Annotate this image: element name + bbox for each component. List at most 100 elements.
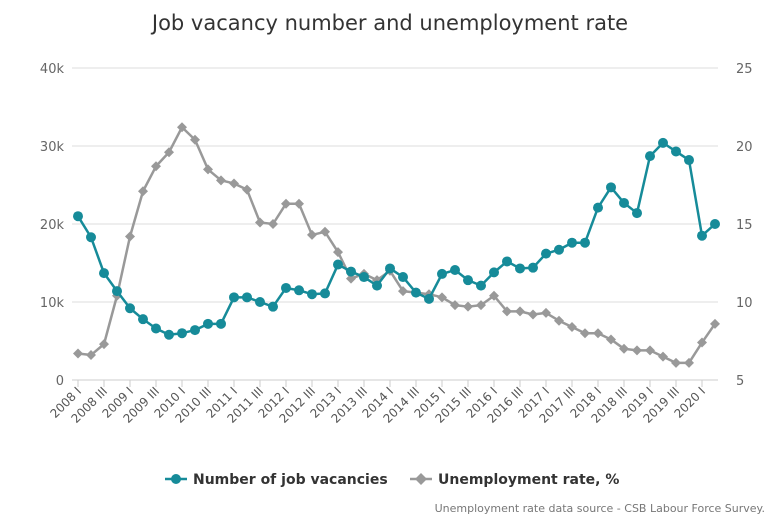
- credit-text: Unemployment rate data source - CSB Labo…: [435, 502, 765, 515]
- legend-item-unemployment[interactable]: Unemployment rate, %: [410, 472, 619, 488]
- right-tick-label: 5: [736, 374, 744, 389]
- data-point-unemployment: [398, 286, 408, 297]
- data-point-unemployment: [203, 164, 213, 175]
- data-point-unemployment: [541, 307, 551, 318]
- data-point-vacancies: [125, 303, 135, 314]
- data-point-unemployment: [567, 321, 577, 332]
- data-point-vacancies: [177, 328, 187, 339]
- data-point-unemployment: [177, 122, 187, 133]
- legend-label-unemployment: Unemployment rate, %: [438, 472, 619, 488]
- data-point-vacancies: [151, 323, 161, 334]
- data-point-vacancies: [437, 268, 447, 279]
- data-point-vacancies: [203, 318, 213, 329]
- data-point-vacancies: [476, 280, 486, 291]
- right-y-axis: 5 10 15 20 25: [736, 62, 753, 389]
- data-point-unemployment: [606, 334, 616, 345]
- data-point-unemployment: [99, 339, 109, 350]
- series-layer: [73, 122, 720, 368]
- legend: Number of job vacancies Unemployment rat…: [165, 472, 619, 488]
- data-point-unemployment: [190, 134, 200, 145]
- data-point-vacancies: [489, 267, 499, 278]
- data-point-unemployment: [645, 345, 655, 356]
- data-point-vacancies: [424, 293, 434, 304]
- data-point-unemployment: [515, 306, 525, 317]
- data-point-unemployment: [450, 300, 460, 311]
- data-point-unemployment: [216, 175, 226, 186]
- data-point-unemployment: [138, 186, 148, 197]
- data-point-vacancies: [645, 151, 655, 162]
- left-tick-label: 0: [56, 374, 64, 389]
- data-point-vacancies: [242, 292, 252, 303]
- data-point-unemployment: [242, 184, 252, 195]
- left-tick-label: 20k: [40, 218, 65, 233]
- data-point-unemployment: [281, 198, 291, 209]
- data-point-vacancies: [567, 237, 577, 248]
- data-point-unemployment: [697, 337, 707, 348]
- data-point-unemployment: [502, 306, 512, 317]
- data-point-vacancies: [346, 266, 356, 277]
- data-point-vacancies: [73, 211, 83, 222]
- series-line-unemployment: [77, 126, 717, 365]
- data-point-unemployment: [437, 292, 447, 303]
- data-point-vacancies: [632, 208, 642, 219]
- data-point-unemployment: [619, 343, 629, 354]
- data-point-unemployment: [671, 357, 681, 368]
- data-point-unemployment: [333, 247, 343, 258]
- data-point-vacancies: [333, 259, 343, 270]
- data-point-vacancies: [528, 262, 538, 273]
- data-point-unemployment: [164, 147, 174, 158]
- data-point-vacancies: [307, 289, 317, 300]
- legend-label-vacancies: Number of job vacancies: [193, 472, 388, 488]
- data-point-vacancies: [320, 288, 330, 299]
- data-point-vacancies: [99, 268, 109, 279]
- data-point-vacancies: [671, 146, 681, 157]
- data-point-vacancies: [606, 182, 616, 193]
- legend-item-vacancies[interactable]: Number of job vacancies: [165, 472, 388, 488]
- data-point-unemployment: [632, 345, 642, 356]
- data-point-vacancies: [658, 137, 668, 148]
- data-point-unemployment: [580, 328, 590, 339]
- data-point-vacancies: [138, 314, 148, 325]
- data-point-vacancies: [216, 318, 226, 329]
- data-point-unemployment: [710, 318, 720, 329]
- data-point-vacancies: [294, 285, 304, 296]
- data-point-unemployment: [229, 178, 239, 189]
- data-point-vacancies: [372, 280, 382, 291]
- data-point-unemployment: [658, 351, 668, 362]
- data-point-vacancies: [359, 272, 369, 283]
- series-unemployment: [73, 122, 720, 368]
- right-tick-label: 25: [736, 62, 753, 77]
- data-point-vacancies: [502, 256, 512, 267]
- data-point-vacancies: [580, 237, 590, 248]
- data-point-vacancies: [710, 219, 720, 229]
- legend-marker-vacancies: [171, 474, 181, 484]
- data-point-vacancies: [255, 297, 265, 307]
- data-point-unemployment: [320, 226, 330, 237]
- data-point-vacancies: [619, 197, 629, 208]
- data-point-unemployment: [86, 350, 96, 361]
- data-point-vacancies: [398, 272, 408, 283]
- data-point-vacancies: [515, 263, 525, 274]
- data-point-unemployment: [151, 161, 161, 172]
- legend-marker-unemployment: [415, 473, 427, 485]
- chart-title: Job vacancy number and unemployment rate: [150, 11, 628, 35]
- data-point-vacancies: [697, 230, 707, 241]
- right-tick-label: 10: [736, 296, 753, 311]
- right-tick-label: 15: [736, 218, 753, 233]
- data-point-unemployment: [476, 300, 486, 311]
- series-line-vacancies: [76, 141, 716, 337]
- right-tick-label: 20: [736, 140, 753, 155]
- data-point-unemployment: [294, 198, 304, 209]
- data-point-vacancies: [463, 275, 473, 286]
- left-tick-label: 40k: [40, 62, 65, 77]
- data-point-vacancies: [268, 301, 278, 312]
- data-point-unemployment: [125, 231, 135, 242]
- data-point-unemployment: [255, 217, 265, 228]
- grid-lines: [72, 67, 718, 303]
- data-point-vacancies: [385, 263, 395, 274]
- left-tick-label: 10k: [40, 296, 65, 311]
- data-point-vacancies: [281, 282, 291, 293]
- data-point-vacancies: [164, 329, 174, 340]
